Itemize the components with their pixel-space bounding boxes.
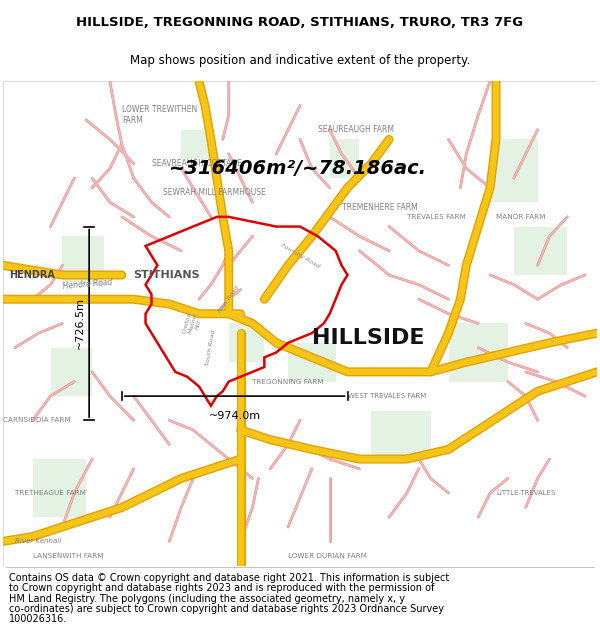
Text: TRETHEAGUE FARM: TRETHEAGUE FARM — [15, 490, 86, 496]
Text: co-ordinates) are subject to Crown copyright and database rights 2023 Ordnance S: co-ordinates) are subject to Crown copyr… — [9, 604, 444, 614]
Text: ~726.5m: ~726.5m — [75, 298, 85, 349]
Text: Foundry Road: Foundry Road — [280, 242, 320, 269]
Polygon shape — [449, 324, 508, 381]
Text: to Crown copyright and database rights 2023 and is reproduced with the permissio: to Crown copyright and database rights 2… — [9, 583, 434, 593]
Text: Crellow
Mallow
Hill: Crellow Mallow Hill — [182, 310, 204, 337]
Text: 100026316.: 100026316. — [9, 614, 67, 624]
Text: HILLSIDE, TREGONNING ROAD, STITHIANS, TRURO, TR3 7FG: HILLSIDE, TREGONNING ROAD, STITHIANS, TR… — [76, 16, 524, 29]
Polygon shape — [288, 342, 335, 381]
Text: CARNSIDDIA FARM: CARNSIDDIA FARM — [3, 418, 71, 423]
Text: Contains OS data © Crown copyright and database right 2021. This information is : Contains OS data © Crown copyright and d… — [9, 572, 449, 582]
Polygon shape — [62, 236, 104, 285]
Text: Map shows position and indicative extent of the property.: Map shows position and indicative extent… — [130, 54, 470, 68]
Text: ~974.0m: ~974.0m — [209, 411, 261, 421]
Text: HILLSIDE: HILLSIDE — [312, 328, 424, 348]
Polygon shape — [371, 411, 431, 459]
Text: River Kennall: River Kennall — [15, 538, 61, 544]
Polygon shape — [50, 348, 92, 396]
Text: SEAVREAUGH COTTAGE: SEAVREAUGH COTTAGE — [151, 159, 241, 168]
Polygon shape — [181, 129, 211, 159]
Text: WEST TREVALES FARM: WEST TREVALES FARM — [347, 393, 426, 399]
Polygon shape — [330, 139, 359, 178]
Text: SEWRAH MILL FARMHOUSE: SEWRAH MILL FARMHOUSE — [163, 188, 266, 197]
Text: LOWER TREWITHEN
FARM: LOWER TREWITHEN FARM — [122, 106, 197, 125]
Polygon shape — [229, 324, 265, 362]
Text: TREVALES FARM: TREVALES FARM — [407, 214, 466, 220]
Text: Hendra Road: Hendra Road — [62, 278, 113, 291]
Polygon shape — [490, 139, 538, 202]
Text: HENDRA: HENDRA — [9, 270, 55, 280]
Text: TREGONNING FARM: TREGONNING FARM — [253, 379, 324, 384]
Polygon shape — [33, 459, 86, 518]
Text: STITHIANS: STITHIANS — [134, 270, 200, 280]
Polygon shape — [514, 226, 568, 275]
Text: HM Land Registry. The polygons (including the associated geometry, namely x, y: HM Land Registry. The polygons (includin… — [9, 594, 405, 604]
Text: TREMENHERE FARM: TREMENHERE FARM — [341, 202, 418, 212]
Text: SEAUREAUGH FARM: SEAUREAUGH FARM — [318, 125, 394, 134]
Text: LANSENWITH FARM: LANSENWITH FARM — [33, 553, 103, 559]
Text: MANOR FARM: MANOR FARM — [496, 214, 545, 220]
Text: ~316406m²/~78.186ac.: ~316406m²/~78.186ac. — [169, 159, 427, 178]
Text: New Road: New Road — [218, 285, 240, 314]
Text: South Road: South Road — [205, 329, 217, 366]
Text: LOWER DURIAN FARM: LOWER DURIAN FARM — [288, 553, 367, 559]
Text: LITTLE-TREVALES: LITTLE-TREVALES — [496, 490, 556, 496]
